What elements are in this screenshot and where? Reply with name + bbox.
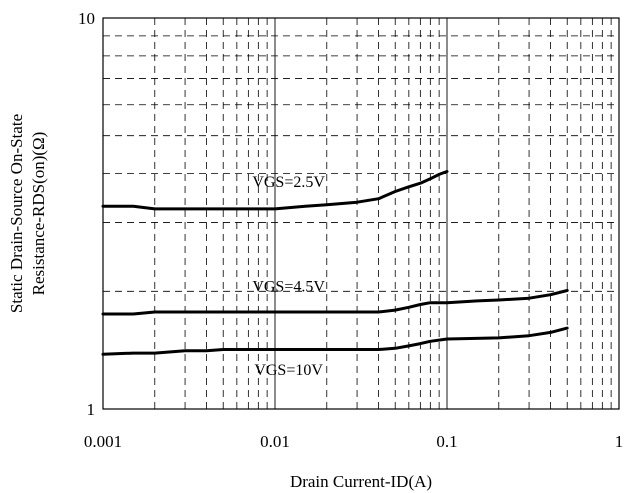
x-tick-labels: 0.001 0.01 0.1 1 (84, 432, 623, 451)
x-tick-label: 0.01 (260, 432, 290, 451)
y-tick-label: 10 (78, 9, 95, 28)
series-line-2 (101, 289, 569, 316)
y-axis-label-line-1: Static Drain-Source On-State (7, 114, 26, 313)
y-tick-label: 1 (87, 400, 96, 419)
x-tick-label: 1 (615, 432, 624, 451)
y-tick-labels: 1 10 (78, 9, 95, 419)
annotation-label-2: VGS=4.5V (252, 278, 325, 295)
series-line-3 (101, 326, 569, 356)
x-axis-label: Drain Current-ID(A) (290, 472, 432, 491)
series-layer (101, 170, 569, 356)
annotations: VGS=2.5V VGS=4.5V VGS=10V (252, 174, 325, 379)
series-line-1 (101, 170, 449, 211)
grid-major (274, 18, 448, 409)
plot-frame (102, 17, 620, 410)
y-axis-label: Static Drain-Source On-State Resistance-… (7, 114, 48, 313)
x-tick-label: 0.001 (84, 432, 122, 451)
x-tick-label: 0.1 (436, 432, 457, 451)
annotation-label-3: VGS=10V (254, 362, 323, 379)
annotation-label-1: VGS=2.5V (252, 174, 325, 191)
y-axis-label-line-2: Resistance-RDS(on)(Ω) (29, 132, 48, 296)
